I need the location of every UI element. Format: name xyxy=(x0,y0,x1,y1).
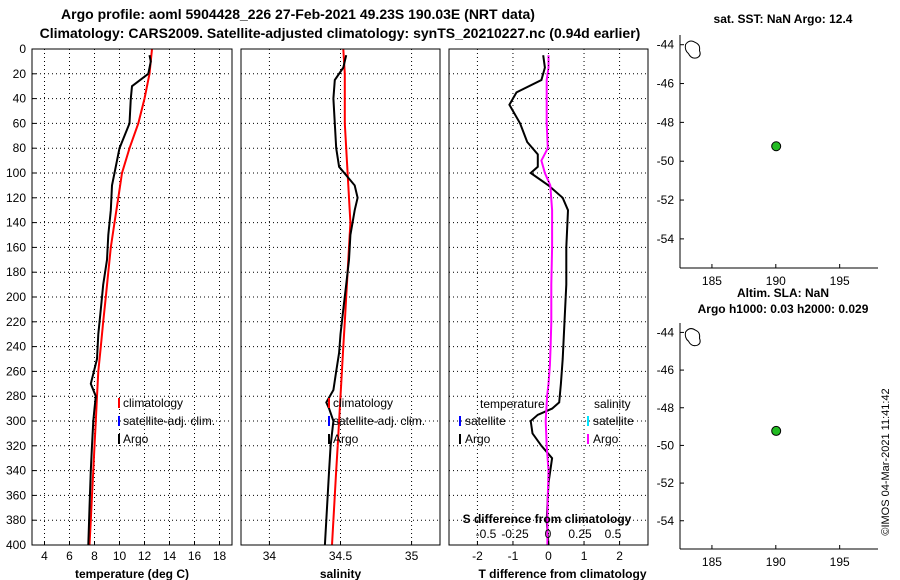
x-tick-label: 0 xyxy=(545,549,552,563)
x2-tick-label: -0.25 xyxy=(501,527,529,541)
y-tick-label: 0 xyxy=(19,42,26,56)
sst-map-panel: sat. SST: NaN Argo: 12.4 -44 -46 -48 -50 -52 -… xyxy=(657,12,878,288)
map-y-tick-label: -44 xyxy=(657,38,675,52)
y-tick-label: 140 xyxy=(6,216,26,230)
coastline-outline xyxy=(684,40,701,59)
legend-label: Argo xyxy=(123,432,149,446)
map-x-tick-label: 195 xyxy=(830,555,850,569)
map-y-tick-label: -46 xyxy=(657,77,675,91)
y-tick-label: 260 xyxy=(6,364,26,378)
y-tick-label: 280 xyxy=(6,389,26,403)
difference-series-s-difference-argo- xyxy=(540,55,554,545)
map-y-tick-label: -52 xyxy=(657,193,675,207)
x-tick-label: 14 xyxy=(163,549,177,563)
y-tick-label: 180 xyxy=(6,265,26,279)
legend-label: climatology xyxy=(333,396,393,410)
legend-label: climatology xyxy=(123,396,183,410)
x-tick-label: 10 xyxy=(113,549,127,563)
map-y-tick-label: -50 xyxy=(657,438,675,452)
y-tick-label: 400 xyxy=(6,538,26,552)
y-tick-label: 20 xyxy=(13,67,27,81)
x2-tick-label: -0.5 xyxy=(476,527,497,541)
salinity-panel: 34 34.5 35 salinity climatology satellite-adj… xyxy=(240,48,441,580)
argo-location-marker xyxy=(771,141,782,152)
y-tick-label: 160 xyxy=(6,240,26,254)
legend-label: Argo xyxy=(465,432,491,446)
legend-label: Argo xyxy=(593,432,619,446)
map-x-tick-label: 190 xyxy=(766,555,786,569)
x-tick-label: 34 xyxy=(263,549,277,563)
x-tick-label: 12 xyxy=(138,549,152,563)
legend-temperature-title: temperature xyxy=(480,397,545,411)
temperature-series-climatology xyxy=(88,48,153,546)
figure-title-line1: Argo profile: aoml 5904428_226 27-Feb-20… xyxy=(61,6,535,22)
map-y-tick-label: -54 xyxy=(657,232,675,246)
y-tick-label: 320 xyxy=(6,439,26,453)
map-y-tick-label: -54 xyxy=(657,514,675,528)
temperature-panel: 4 6 8 10 12 14 16 18 temperature (deg C) 0 20 40 60 8… xyxy=(6,42,233,580)
y-tick-label: 240 xyxy=(6,340,26,354)
map-y-tick-label: -46 xyxy=(657,363,675,377)
map-x-tick-label: 195 xyxy=(830,274,850,288)
x-tick-label: 35 xyxy=(405,549,419,563)
difference-series-t-difference-argo- xyxy=(508,55,570,546)
salinity-series-argo xyxy=(323,54,359,546)
difference-xlabel2: S difference from climatology xyxy=(463,512,632,526)
legend-label: satellite xyxy=(593,414,634,428)
y-tick-label: 220 xyxy=(6,315,26,329)
legend-label: Argo xyxy=(333,432,359,446)
map-y-tick-label: -48 xyxy=(657,115,675,129)
map-x-tick-label: 185 xyxy=(702,555,722,569)
x-tick-label: 1 xyxy=(581,549,588,563)
legend-label: satellite-adj. clim. xyxy=(333,414,425,428)
x-tick-label: 2 xyxy=(616,549,623,563)
x-tick-label: 8 xyxy=(91,549,98,563)
temperature-series-argo xyxy=(87,54,152,546)
x-tick-label: 4 xyxy=(41,549,48,563)
map-x-tick-label: 190 xyxy=(766,274,786,288)
x-tick-label: -2 xyxy=(472,549,483,563)
legend-label: satellite xyxy=(465,414,506,428)
y-tick-label: 60 xyxy=(13,116,27,130)
y-tick-label: 360 xyxy=(6,488,26,502)
legend-salinity-title: salinity xyxy=(594,397,631,411)
difference-panel: -2 -1 0 1 2 T difference from climatology temp… xyxy=(448,48,649,580)
x2-tick-label: 0.5 xyxy=(605,527,622,541)
x-tick-label: 34.5 xyxy=(329,549,353,563)
map-x-tick-label: 185 xyxy=(702,274,722,288)
salinity-xlabel: salinity xyxy=(320,567,362,580)
legend-label: satellite-adj. clim. xyxy=(123,414,215,428)
timestamp-label: ©IMOS 04-Mar-2021 11:41:42 xyxy=(880,388,892,535)
difference-xlabel: T difference from climatology xyxy=(478,567,646,580)
y-tick-label: 40 xyxy=(13,92,27,106)
x2-tick-label: 0 xyxy=(545,527,552,541)
y-tick-label: 80 xyxy=(13,141,27,155)
map-y-tick-label: -44 xyxy=(657,325,675,339)
map-y-tick-label: -48 xyxy=(657,401,675,415)
x-tick-label: -1 xyxy=(508,549,519,563)
y-tick-label: 300 xyxy=(6,414,26,428)
map-y-tick-label: -50 xyxy=(657,154,675,168)
sla-map-title: Altim. SLA: NaN xyxy=(737,286,829,300)
sla-map-panel: Altim. SLA: NaN Argo h1000: 0.03 h2000: 0… xyxy=(657,286,878,569)
y-tick-label: 120 xyxy=(6,191,26,205)
x2-tick-label: 0.25 xyxy=(568,527,592,541)
x-tick-label: 16 xyxy=(188,549,202,563)
map-y-tick-label: -52 xyxy=(657,476,675,490)
argo-location-marker xyxy=(771,425,782,436)
salinity-series-climatology xyxy=(331,48,352,546)
y-tick-label: 200 xyxy=(6,290,26,304)
x-tick-label: 18 xyxy=(213,549,227,563)
sla-map-title2: Argo h1000: 0.03 h2000: 0.029 xyxy=(698,302,869,316)
y-tick-label: 100 xyxy=(6,166,26,180)
y-tick-label: 380 xyxy=(6,513,26,527)
figure-title-line2: Climatology: CARS2009. Satellite-adjuste… xyxy=(40,25,641,41)
x-tick-label: 6 xyxy=(66,549,73,563)
temperature-xlabel: temperature (deg C) xyxy=(75,567,189,580)
y-tick-label: 340 xyxy=(6,464,26,478)
sst-map-title: sat. SST: NaN Argo: 12.4 xyxy=(714,12,853,26)
coastline-outline xyxy=(684,328,701,347)
